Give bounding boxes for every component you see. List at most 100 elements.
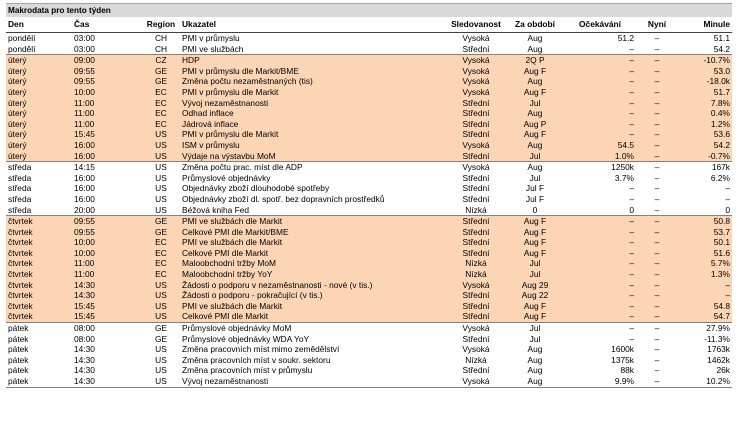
- cell-region: EC: [142, 269, 180, 280]
- cell-region: US: [155, 193, 167, 204]
- cell-period: Aug: [506, 161, 564, 173]
- cell-expected: –: [564, 258, 636, 270]
- cell-previous: 54.8: [678, 300, 732, 312]
- cell-period: Aug F: [506, 86, 564, 98]
- cell-day: pátek: [8, 365, 29, 376]
- cell-period: Aug 22: [506, 290, 564, 301]
- cell-watch: Vysoká: [446, 161, 506, 173]
- cell-now: –: [636, 139, 678, 151]
- cell-day: čtvrtek: [6, 237, 72, 248]
- cell-watch: Střední: [446, 247, 506, 259]
- cell-region: US: [142, 279, 180, 291]
- cell-previous: 54.2: [713, 43, 730, 54]
- table-row: středa 16:00 US Průmyslové objednávky Středn…: [6, 173, 732, 184]
- cell-day: pondělí: [8, 43, 36, 54]
- cell-time: 14:15: [72, 161, 142, 173]
- cell-indicator: PMI ve službách dle Markit: [180, 237, 446, 248]
- table-row: úterý 11:00 EC Odhad inflace Střední Aug – –0.4…: [6, 108, 732, 119]
- cell-indicator: HDP: [180, 54, 446, 66]
- cell-previous: 51.7: [678, 86, 732, 98]
- cell-time: 16:00: [72, 139, 142, 151]
- table-row: úterý 15:45 US PMI v průmyslu dle Markit Stř…: [6, 129, 732, 140]
- cell-day: čtvrtek: [6, 269, 72, 280]
- cell-now: –: [636, 322, 678, 334]
- cell-day: úterý: [6, 65, 72, 77]
- cell-now: –: [636, 150, 678, 162]
- cell-expected: –: [564, 290, 636, 301]
- cell-previous: 51.6: [678, 247, 732, 259]
- cell-previous: –: [725, 183, 730, 194]
- cell-indicator: Průmyslové objednávky WDA YoY: [182, 333, 310, 344]
- cell-region: CZ: [142, 54, 180, 66]
- cell-time: 09:55: [72, 65, 142, 77]
- cell-indicator: Celkové PMI dle Markit: [180, 311, 446, 323]
- cell-region: US: [155, 172, 167, 183]
- cell-watch: Vysoká: [446, 279, 506, 291]
- cell-now: –: [636, 258, 678, 270]
- cell-expected: –: [629, 193, 634, 204]
- cell-now: –: [654, 33, 660, 43]
- cell-now: –: [636, 269, 678, 280]
- cell-now: –: [654, 172, 660, 183]
- cell-indicator: Objednávky zboží dl. spotř. bez dopravní…: [182, 193, 385, 204]
- cell-now: –: [654, 183, 660, 194]
- cell-indicator: Objednávky zboží dlouhodobé spotřeby: [182, 183, 330, 194]
- cell-expected: –: [564, 129, 636, 140]
- cell-indicator: Změna pracovních míst v soukr. sektoru: [182, 354, 331, 365]
- cell-region: EC: [142, 108, 180, 119]
- cell-previous: 5.7%: [678, 258, 732, 270]
- table-row: pondělí 03:00 CH PMI v průmyslu Vysoká Aug 51.…: [6, 33, 732, 44]
- cell-time: 15:45: [72, 300, 142, 312]
- cell-time: 16:00: [74, 172, 95, 183]
- cell-region: US: [142, 139, 180, 151]
- cell-indicator: Béžová kniha Fed: [182, 204, 250, 215]
- cell-region: GE: [142, 65, 180, 77]
- header-previous: Minule: [678, 17, 732, 33]
- cell-expected: –: [629, 43, 634, 54]
- header-time: Čas: [72, 17, 142, 33]
- cell-now: –: [636, 226, 678, 238]
- table-row: úterý 09:55 GE PMI v průmyslu dle Markit/BM…: [6, 65, 732, 77]
- cell-period: Aug: [506, 108, 564, 119]
- cell-indicator: Žádosti o podporu v nezaměstnanosti - no…: [180, 279, 446, 291]
- cell-indicator: PMI ve službách dle Markit: [180, 300, 446, 312]
- cell-expected: 1.0%: [564, 150, 636, 162]
- cell-day: středa: [6, 161, 72, 173]
- cell-period: Jul: [506, 258, 564, 270]
- table-row: pondělí 03:00 CH PMI ve službách Střední Aug –…: [6, 44, 732, 55]
- cell-expected: –: [564, 269, 636, 280]
- cell-previous: 26k: [716, 365, 730, 376]
- cell-region: CH: [154, 43, 168, 54]
- cell-indicator: Maloobchodní tržby YoY: [180, 269, 446, 280]
- cell-indicator: Výdaje na výstavbu MoM: [180, 150, 446, 162]
- cell-region: US: [142, 290, 180, 301]
- header-watch: Sledovanost: [446, 17, 506, 33]
- table-row: čtvrtek 14:30 US Žádosti o podporu v nezamě…: [6, 279, 732, 291]
- table-row: pátek 08:00 GE Průmyslové objednávky MoM Vys…: [6, 322, 732, 334]
- cell-previous: 53.0: [678, 65, 732, 77]
- cell-period: Aug P: [506, 118, 564, 130]
- cell-region: US: [155, 354, 167, 365]
- cell-day: čtvrtek: [6, 258, 72, 270]
- cell-region: US: [142, 161, 180, 173]
- cell-indicator: Změna pracovních míst mimo zemědělství: [182, 344, 340, 355]
- cell-region: EC: [142, 97, 180, 109]
- cell-period: Jul F: [525, 183, 545, 194]
- cell-time: 14:30: [72, 376, 142, 388]
- table-row: čtvrtek 10:00 EC Celkové PMI dle Markit Stře…: [6, 247, 732, 259]
- cell-region: GE: [142, 76, 180, 87]
- table-row: úterý 10:00 EC PMI v průmyslu dle Markit Vys…: [6, 86, 732, 98]
- cell-watch: Střední: [446, 226, 506, 238]
- cell-time: 09:00: [72, 54, 142, 66]
- cell-time: 11:00: [72, 269, 142, 280]
- cell-now: –: [654, 333, 660, 344]
- cell-time: 09:55: [72, 76, 142, 87]
- cell-region: EC: [142, 247, 180, 259]
- cell-indicator: Průmyslové objednávky MoM: [180, 322, 446, 334]
- cell-day: úterý: [6, 150, 72, 162]
- cell-expected: –: [629, 183, 634, 194]
- cell-previous: 53.7: [678, 226, 732, 238]
- cell-now: –: [654, 204, 660, 215]
- table-row: středa 16:00 US Objednávky zboží dl. spotř.…: [6, 194, 732, 205]
- cell-watch: Vysoká: [446, 376, 506, 388]
